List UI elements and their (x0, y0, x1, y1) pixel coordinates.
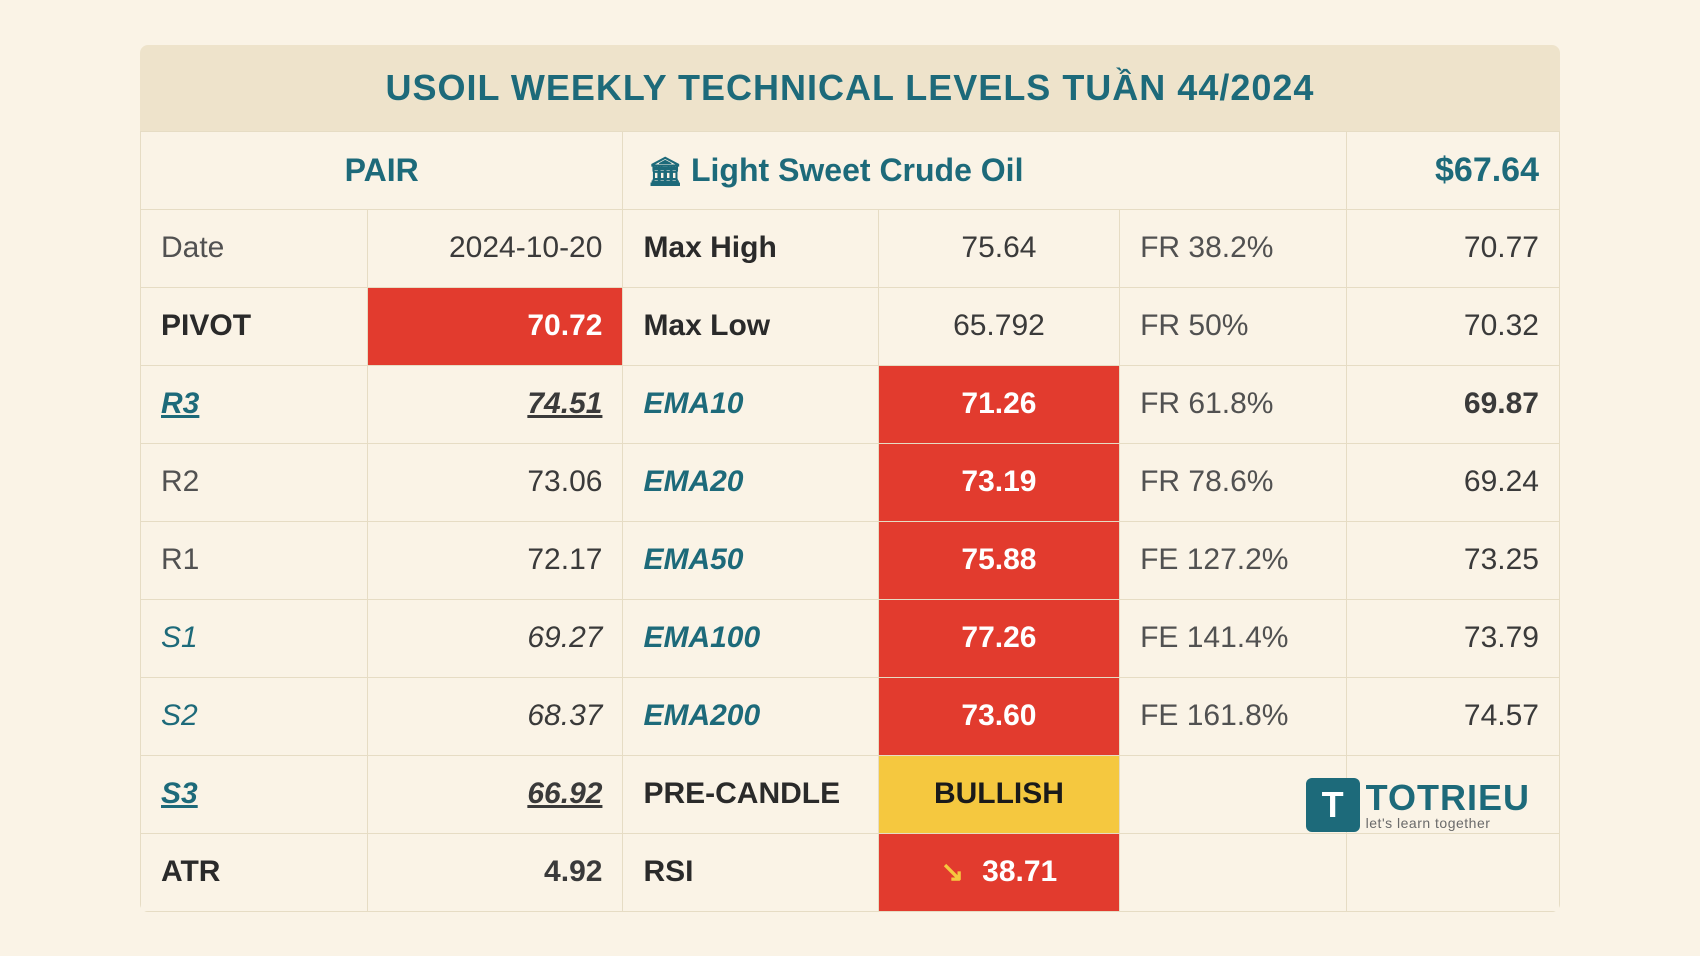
right-label: FE 141.4% (1120, 599, 1347, 677)
instrument-header: 🏛Light Sweet Crude Oil (623, 131, 1347, 209)
right-label: FR 78.6% (1120, 443, 1347, 521)
left-value: 69.27 (368, 599, 623, 677)
right-value (1347, 833, 1560, 911)
right-label: FR 50% (1120, 287, 1347, 365)
mid-value: 75.64 (878, 209, 1119, 287)
mid-label: Max Low (623, 287, 878, 365)
mid-value: 75.88 (878, 521, 1119, 599)
brand-logo: T TOTRIEU let's learn together (1306, 778, 1530, 832)
logo-name: TOTRIEU (1366, 780, 1530, 816)
left-value: 68.37 (368, 677, 623, 755)
right-label: FE 161.8% (1120, 677, 1347, 755)
mid-value: 65.792 (878, 287, 1119, 365)
left-value: 70.72 (368, 287, 623, 365)
bank-icon: 🏛 (647, 156, 683, 187)
logo-tagline: let's learn together (1366, 816, 1530, 830)
mid-label: Max High (623, 209, 878, 287)
left-label: S1 (141, 599, 368, 677)
title-bar: USOIL WEEKLY TECHNICAL LEVELS TUẦN 44/20… (140, 45, 1560, 131)
pair-header: PAIR (141, 131, 623, 209)
mid-value: ↘38.71 (878, 833, 1119, 911)
left-label: PIVOT (141, 287, 368, 365)
mid-value: 73.19 (878, 443, 1119, 521)
mid-label: EMA200 (623, 677, 878, 755)
mid-label: PRE-CANDLE (623, 755, 878, 833)
left-label: R2 (141, 443, 368, 521)
mid-label: EMA100 (623, 599, 878, 677)
left-label: S3 (141, 755, 368, 833)
mid-value: BULLISH (878, 755, 1119, 833)
current-price: $67.64 (1347, 131, 1560, 209)
logo-text: TOTRIEU let's learn together (1366, 780, 1530, 830)
left-label: ATR (141, 833, 368, 911)
left-value: 72.17 (368, 521, 623, 599)
right-value: 74.57 (1347, 677, 1560, 755)
rsi-down-arrow-icon: ↘ (941, 855, 964, 888)
technical-levels-card: USOIL WEEKLY TECHNICAL LEVELS TUẦN 44/20… (140, 45, 1560, 912)
right-value: 69.87 (1347, 365, 1560, 443)
right-value: 73.25 (1347, 521, 1560, 599)
right-label (1120, 833, 1347, 911)
left-value: 66.92 (368, 755, 623, 833)
logo-mark-icon: T (1306, 778, 1360, 832)
left-label: Date (141, 209, 368, 287)
mid-value: 77.26 (878, 599, 1119, 677)
left-value: 73.06 (368, 443, 623, 521)
mid-label: EMA10 (623, 365, 878, 443)
right-value: 73.79 (1347, 599, 1560, 677)
mid-value: 71.26 (878, 365, 1119, 443)
right-value: 70.77 (1347, 209, 1560, 287)
mid-label: RSI (623, 833, 878, 911)
left-label: R1 (141, 521, 368, 599)
left-label: R3 (141, 365, 368, 443)
mid-value: 73.60 (878, 677, 1119, 755)
left-value: 4.92 (368, 833, 623, 911)
left-label: S2 (141, 677, 368, 755)
right-label: FE 127.2% (1120, 521, 1347, 599)
mid-label: EMA50 (623, 521, 878, 599)
left-value: 74.51 (368, 365, 623, 443)
left-value: 2024-10-20 (368, 209, 623, 287)
mid-label: EMA20 (623, 443, 878, 521)
right-value: 69.24 (1347, 443, 1560, 521)
right-label: FR 38.2% (1120, 209, 1347, 287)
right-value: 70.32 (1347, 287, 1560, 365)
page-title: USOIL WEEKLY TECHNICAL LEVELS TUẦN 44/20… (140, 67, 1560, 109)
right-label: FR 61.8% (1120, 365, 1347, 443)
